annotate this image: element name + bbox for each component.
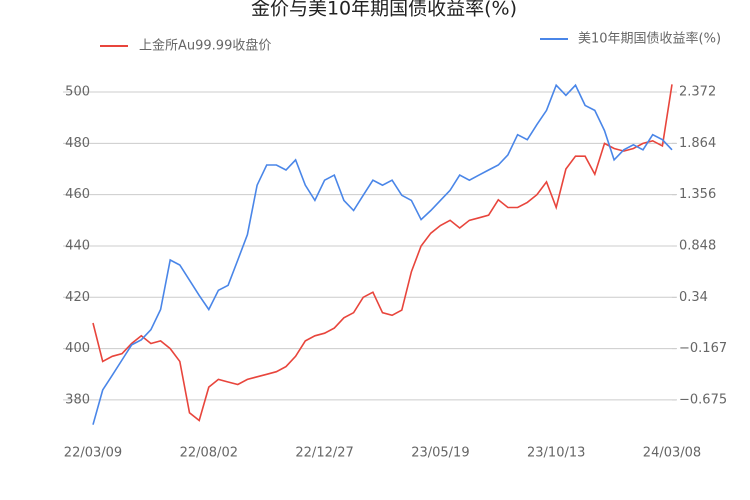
y2-tick-label: 1.864 [679, 136, 716, 151]
y-tick-label: 440 [65, 238, 90, 253]
x-tick-label: 22/08/02 [180, 446, 238, 461]
legend-label[interactable]: 上金所Au99.99收盘价 [139, 38, 271, 54]
legend-label[interactable]: 美10年期国债收益率(%) [578, 31, 721, 47]
y2-tick-label: 1.356 [679, 187, 716, 202]
y2-tick-label: −0.167 [679, 341, 727, 356]
y2-tick-label: −0.675 [679, 392, 727, 407]
y2-tick-label: 0.34 [679, 290, 708, 305]
x-tick-label: 22/03/09 [64, 446, 122, 461]
y-tick-label: 380 [65, 392, 90, 407]
y-tick-label: 460 [65, 187, 90, 202]
y2-tick-label: 2.372 [679, 85, 716, 100]
x-tick-label: 23/10/13 [527, 446, 585, 461]
x-tick-label: 24/03/08 [643, 446, 701, 461]
y2-tick-label: 0.848 [679, 239, 716, 254]
chart-title: 金价与美10年期国债收益率(%) [251, 0, 517, 20]
x-tick-label: 23/05/19 [411, 446, 469, 461]
y-tick-label: 480 [65, 136, 90, 151]
y-tick-label: 500 [65, 85, 90, 100]
y-tick-label: 400 [65, 341, 90, 356]
x-tick-label: 22/12/27 [295, 446, 353, 461]
series-line [92, 84, 673, 422]
y-tick-label: 420 [65, 290, 90, 305]
series-line [92, 83, 673, 425]
